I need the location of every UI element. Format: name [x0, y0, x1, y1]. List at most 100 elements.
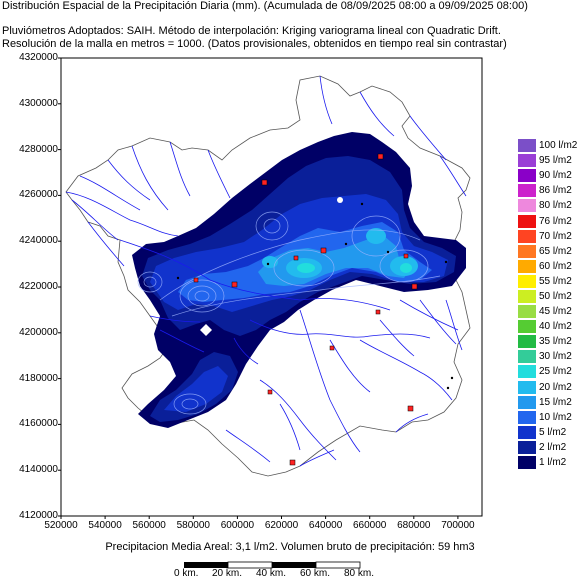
dry-area-north: [337, 197, 343, 203]
legend-item: 60 l/m2: [518, 259, 578, 274]
y-tick-label: 4120000: [19, 510, 58, 521]
y-tick-label: 4200000: [19, 326, 58, 338]
scale-label: 40 km.: [256, 568, 287, 579]
legend-label: 65 l/m2: [539, 245, 572, 257]
scale-bar: [184, 561, 361, 569]
legend-item: 5 l/m2: [518, 425, 578, 440]
legend-label: 95 l/m2: [539, 155, 572, 167]
legend-item: 65 l/m2: [518, 244, 578, 259]
legend-swatch: [518, 380, 536, 394]
legend-swatch: [518, 139, 536, 153]
x-tick-label: 680000: [397, 520, 431, 531]
legend-item: 1 l/m2: [518, 455, 578, 470]
rain-gauge-stations: [176, 202, 454, 390]
legend-item: 35 l/m2: [518, 334, 578, 349]
legend-label: 40 l/m2: [539, 321, 572, 333]
legend-swatch: [518, 244, 536, 258]
legend-label: 45 l/m2: [539, 306, 572, 318]
legend-swatch: [518, 440, 536, 454]
precip-zone-5mm-south: [164, 366, 228, 412]
legend-label: 80 l/m2: [539, 200, 572, 212]
legend-label: 60 l/m2: [539, 260, 572, 272]
x-tick-label: 620000: [264, 520, 299, 531]
legend-swatch: [518, 365, 536, 379]
legend-item: 95 l/m2: [518, 153, 578, 168]
precip-core-25mm-b: [400, 263, 412, 273]
legend-swatch: [518, 335, 536, 349]
legend-swatch: [518, 410, 536, 424]
legend-swatch: [518, 199, 536, 213]
legend-item: 30 l/m2: [518, 349, 578, 364]
legend-item: 76 l/m2: [518, 213, 578, 228]
x-tick-label: 600000: [220, 520, 255, 531]
legend-swatch: [518, 169, 536, 183]
legend-label: 35 l/m2: [539, 336, 572, 348]
legend-item: 2 l/m2: [518, 440, 578, 455]
x-tick-label: 660000: [353, 520, 387, 531]
legend-swatch: [518, 320, 536, 334]
precipitation-legend: 100 l/m2 95 l/m2 90 l/m2 86 l/m2 80 l/m2 76 l…: [518, 138, 578, 470]
legend-label: 5 l/m2: [539, 426, 567, 438]
precip-core-20mm-c: [366, 228, 386, 244]
precip-core-25mm-a: [297, 263, 315, 273]
legend-label: 50 l/m2: [539, 290, 572, 302]
legend-item: 50 l/m2: [518, 289, 578, 304]
precip-core-20mm-d: [262, 256, 278, 268]
resolution-info: Resolución de la malla en metros = 1000.…: [2, 38, 507, 50]
legend-label: 30 l/m2: [539, 351, 572, 363]
scale-label: 60 km.: [300, 568, 331, 579]
y-tick-label: 4240000: [19, 235, 58, 247]
legend-swatch: [518, 456, 536, 470]
legend-swatch: [518, 184, 536, 198]
legend-label: 15 l/m2: [539, 396, 572, 408]
x-tick-label: 640000: [308, 520, 343, 531]
legend-item: 80 l/m2: [518, 198, 578, 213]
legend-label: 70 l/m2: [539, 230, 572, 242]
y-tick-label: 4320000: [19, 52, 58, 63]
y-tick-label: 4260000: [19, 189, 58, 201]
map-title: Distribución Espacial de la Precipitació…: [2, 0, 528, 12]
legend-label: 1 l/m2: [539, 457, 567, 469]
legend-item: 45 l/m2: [518, 304, 578, 319]
legend-label: 20 l/m2: [539, 381, 572, 393]
dry-area-west: [200, 324, 212, 336]
legend-swatch: [518, 305, 536, 319]
y-tick-label: 4280000: [19, 143, 58, 155]
legend-swatch: [518, 259, 536, 273]
axis-tick-marks: [58, 57, 459, 519]
legend-label: 55 l/m2: [539, 275, 572, 287]
legend-swatch: [518, 274, 536, 288]
legend-label: 100 l/m2: [539, 140, 578, 152]
legend-label: 90 l/m2: [539, 170, 572, 182]
scale-label: 80 km.: [344, 568, 375, 579]
town-markers: [193, 153, 418, 466]
legend-item: 55 l/m2: [518, 274, 578, 289]
legend-label: 10 l/m2: [539, 411, 572, 423]
legend-label: 25 l/m2: [539, 366, 572, 378]
legend-label: 76 l/m2: [539, 215, 572, 227]
legend-item: 10 l/m2: [518, 410, 578, 425]
contour-lines: [137, 211, 441, 415]
legend-item: 86 l/m2: [518, 183, 578, 198]
legend-item: 70 l/m2: [518, 229, 578, 244]
x-tick-label: 560000: [132, 520, 166, 531]
x-tick-label: 580000: [176, 520, 210, 531]
legend-swatch: [518, 229, 536, 243]
legend-item: 15 l/m2: [518, 395, 578, 410]
legend-item: 20 l/m2: [518, 380, 578, 395]
legend-swatch: [518, 350, 536, 364]
y-tick-label: 4140000: [19, 464, 58, 476]
y-tick-label: 4180000: [19, 372, 58, 384]
legend-label: 86 l/m2: [539, 185, 572, 197]
legend-label: 2 l/m2: [539, 441, 567, 453]
y-tick-label: 4220000: [19, 281, 58, 292]
x-tick-label: 700000: [441, 520, 475, 531]
legend-swatch: [518, 425, 536, 439]
y-tick-label: 4300000: [19, 97, 58, 109]
legend-swatch: [518, 154, 536, 168]
legend-item: 25 l/m2: [518, 364, 578, 379]
legend-item: 90 l/m2: [518, 168, 578, 183]
river-network: [65, 75, 467, 467]
legend-swatch: [518, 214, 536, 228]
